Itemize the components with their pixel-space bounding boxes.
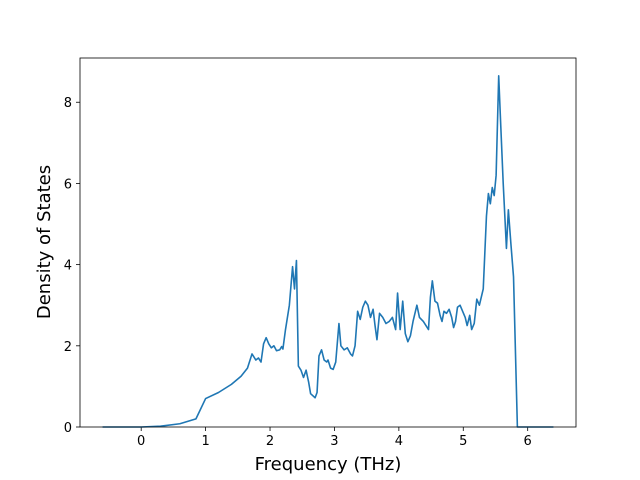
y-tick-label: 2 xyxy=(64,340,72,355)
x-tick-label: 1 xyxy=(201,434,209,449)
x-tick-label: 4 xyxy=(395,434,403,449)
x-tick-label: 5 xyxy=(459,434,467,449)
plot-frame xyxy=(79,57,577,428)
y-tick-label: 0 xyxy=(64,421,72,436)
y-tick-label: 8 xyxy=(64,96,72,111)
x-tick-label: 3 xyxy=(330,434,338,449)
data-line xyxy=(102,75,554,428)
y-tick-label: 6 xyxy=(64,177,72,192)
y-axis-label: Density of States xyxy=(34,165,55,319)
x-tick-label: 6 xyxy=(524,434,532,449)
x-tick-label: 0 xyxy=(137,434,145,449)
y-tick-label: 4 xyxy=(64,259,72,274)
x-tick-label: 2 xyxy=(266,434,274,449)
x-axis-label: Frequency (THz) xyxy=(255,454,402,475)
